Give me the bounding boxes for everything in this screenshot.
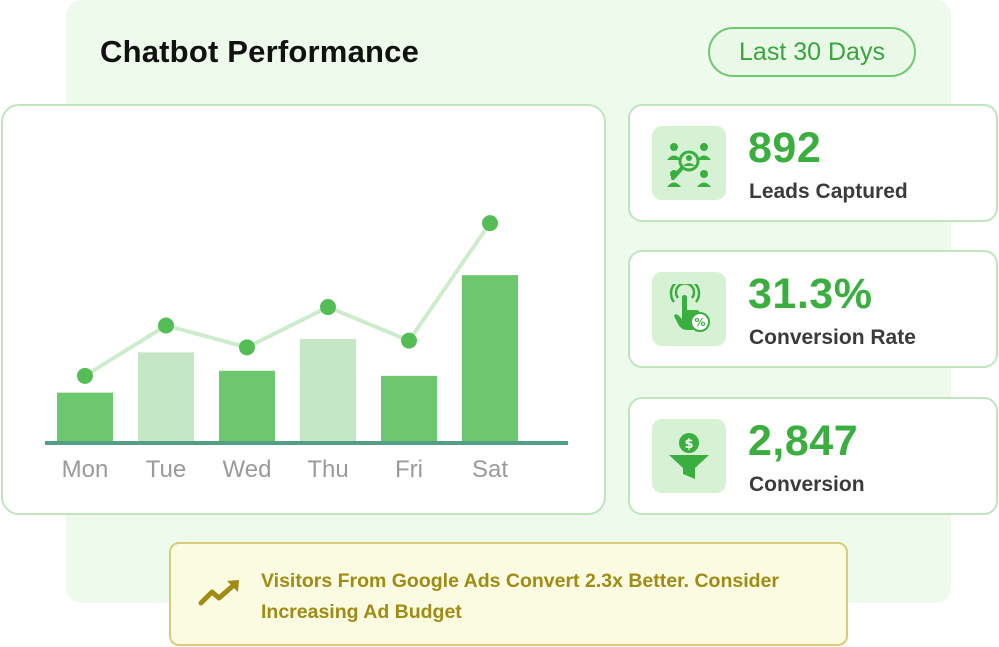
performance-chart: Mon Tue Wed Thu Fri Sat [45, 215, 568, 483]
stat-label: Leads Captured [749, 180, 908, 203]
insight-banner: Visitors From Google Ads Convert 2.3x Be… [169, 542, 848, 646]
svg-text:%: % [694, 316, 705, 329]
svg-text:$: $ [684, 437, 693, 452]
chart-bar [381, 375, 437, 443]
conversion-rate-icon: % [652, 272, 726, 346]
chart-bar [138, 352, 194, 443]
trend-up-icon [197, 578, 243, 613]
stat-label: Conversion Rate [749, 326, 916, 349]
chart-bar [219, 370, 275, 443]
chart-point [401, 332, 417, 349]
stat-card-leads: 892 Leads Captured [628, 104, 998, 222]
stat-card-conversion-rate: % 31.3% Conversion Rate [628, 250, 998, 368]
chart-bar [462, 275, 518, 443]
chart-x-tick-label: Sat [472, 456, 508, 483]
date-range-button[interactable]: Last 30 Days [708, 27, 916, 77]
chart-point [482, 215, 498, 232]
funnel-dollar-icon: $ [652, 419, 726, 493]
chart-x-tick-label: Mon [62, 456, 109, 483]
chart-x-tick-label: Tue [146, 456, 186, 483]
chart-x-tick-label: Thu [307, 456, 348, 483]
leads-icon [652, 126, 726, 200]
chart-trend-line [83, 221, 492, 378]
chart-point [239, 339, 255, 356]
stat-value: 892 [748, 124, 822, 172]
chart-card: Mon Tue Wed Thu Fri Sat [1, 104, 606, 515]
stat-value: 31.3% [748, 270, 873, 318]
insight-text: Visitors From Google Ads Convert 2.3x Be… [261, 570, 779, 623]
stat-card-conversion: $ 2,847 Conversion [628, 397, 998, 515]
stat-label: Conversion [749, 473, 865, 496]
chart-x-tick-label: Wed [223, 456, 272, 483]
chart-x-tick-label: Fri [395, 456, 423, 483]
page-title: Chatbot Performance [100, 34, 420, 69]
chart-point [320, 299, 336, 316]
stat-value: 2,847 [748, 417, 859, 465]
chart-point [77, 367, 93, 384]
chart-point [158, 317, 174, 334]
chart-bar [300, 338, 356, 443]
chart-bar [57, 392, 113, 443]
